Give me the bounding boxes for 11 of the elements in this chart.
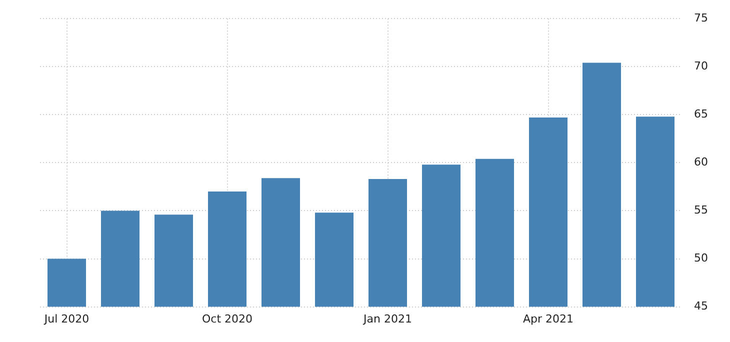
- y-tick-label: 50: [694, 252, 708, 265]
- y-tick-label: 60: [694, 156, 708, 169]
- x-tick-label: Jul 2020: [43, 312, 90, 326]
- x-tick-label: Jan 2021: [362, 312, 412, 326]
- y-tick-label: 55: [694, 204, 708, 217]
- y-tick-label: 45: [694, 300, 708, 313]
- y-tick-label: 75: [694, 11, 708, 24]
- x-tick-label: Oct 2020: [202, 312, 253, 326]
- y-tick-label: 65: [694, 108, 708, 121]
- y-tick-label: 70: [694, 59, 708, 72]
- x-tick-label: Apr 2021: [522, 312, 574, 326]
